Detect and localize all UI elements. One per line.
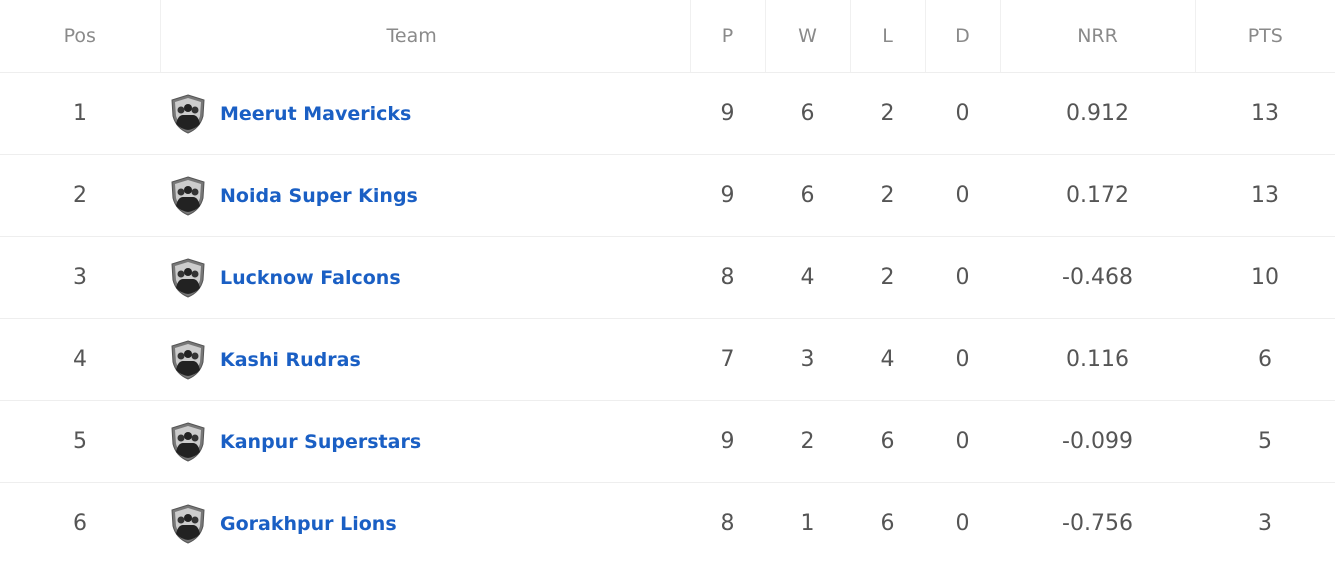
header-l: L <box>850 0 925 73</box>
cell-l: 2 <box>850 155 925 237</box>
cell-w: 3 <box>765 319 850 401</box>
cell-nrr: -0.099 <box>1000 401 1195 483</box>
team-link[interactable]: Kashi Rudras <box>220 349 361 371</box>
cell-pts: 3 <box>1195 483 1335 564</box>
cell-p: 8 <box>690 483 765 564</box>
cell-p: 9 <box>690 155 765 237</box>
team-link[interactable]: Gorakhpur Lions <box>220 513 397 535</box>
team-shield-icon <box>170 340 206 380</box>
cell-d: 0 <box>925 237 1000 319</box>
cell-l: 2 <box>850 237 925 319</box>
cell-pos: 3 <box>0 237 160 319</box>
header-row: Pos Team P W L D NRR PTS <box>0 0 1335 73</box>
cell-w: 1 <box>765 483 850 564</box>
cell-l: 2 <box>850 73 925 155</box>
cell-pos: 1 <box>0 73 160 155</box>
cell-d: 0 <box>925 483 1000 564</box>
cell-nrr: 0.912 <box>1000 73 1195 155</box>
cell-pts: 13 <box>1195 73 1335 155</box>
cell-l: 6 <box>850 483 925 564</box>
cell-pos: 4 <box>0 319 160 401</box>
team-shield-icon <box>170 422 206 462</box>
team-shield-icon <box>170 94 206 134</box>
header-d: D <box>925 0 1000 73</box>
team-link[interactable]: Kanpur Superstars <box>220 431 421 453</box>
cell-d: 0 <box>925 73 1000 155</box>
cell-w: 6 <box>765 73 850 155</box>
cell-p: 9 <box>690 73 765 155</box>
cell-nrr: 0.116 <box>1000 319 1195 401</box>
cell-nrr: 0.172 <box>1000 155 1195 237</box>
cell-p: 7 <box>690 319 765 401</box>
cell-nrr: -0.756 <box>1000 483 1195 564</box>
header-pos: Pos <box>0 0 160 73</box>
cell-d: 0 <box>925 319 1000 401</box>
cell-l: 6 <box>850 401 925 483</box>
header-p: P <box>690 0 765 73</box>
team-shield-icon <box>170 176 206 216</box>
cell-d: 0 <box>925 401 1000 483</box>
cell-pts: 5 <box>1195 401 1335 483</box>
cell-pts: 6 <box>1195 319 1335 401</box>
team-link[interactable]: Lucknow Falcons <box>220 267 401 289</box>
cell-w: 6 <box>765 155 850 237</box>
team-shield-icon <box>170 504 206 544</box>
team-link[interactable]: Meerut Mavericks <box>220 103 411 125</box>
cell-d: 0 <box>925 155 1000 237</box>
cell-pts: 10 <box>1195 237 1335 319</box>
cell-p: 9 <box>690 401 765 483</box>
cell-pos: 2 <box>0 155 160 237</box>
cell-l: 4 <box>850 319 925 401</box>
team-link[interactable]: Noida Super Kings <box>220 185 418 207</box>
cell-pos: 5 <box>0 401 160 483</box>
header-pts: PTS <box>1195 0 1335 73</box>
cell-pts: 13 <box>1195 155 1335 237</box>
header-nrr: NRR <box>1000 0 1195 73</box>
cell-nrr: -0.468 <box>1000 237 1195 319</box>
team-shield-icon <box>170 258 206 298</box>
cell-w: 4 <box>765 237 850 319</box>
cell-pos: 6 <box>0 483 160 564</box>
cell-w: 2 <box>765 401 850 483</box>
header-w: W <box>765 0 850 73</box>
cell-p: 8 <box>690 237 765 319</box>
header-team: Team <box>160 0 690 73</box>
